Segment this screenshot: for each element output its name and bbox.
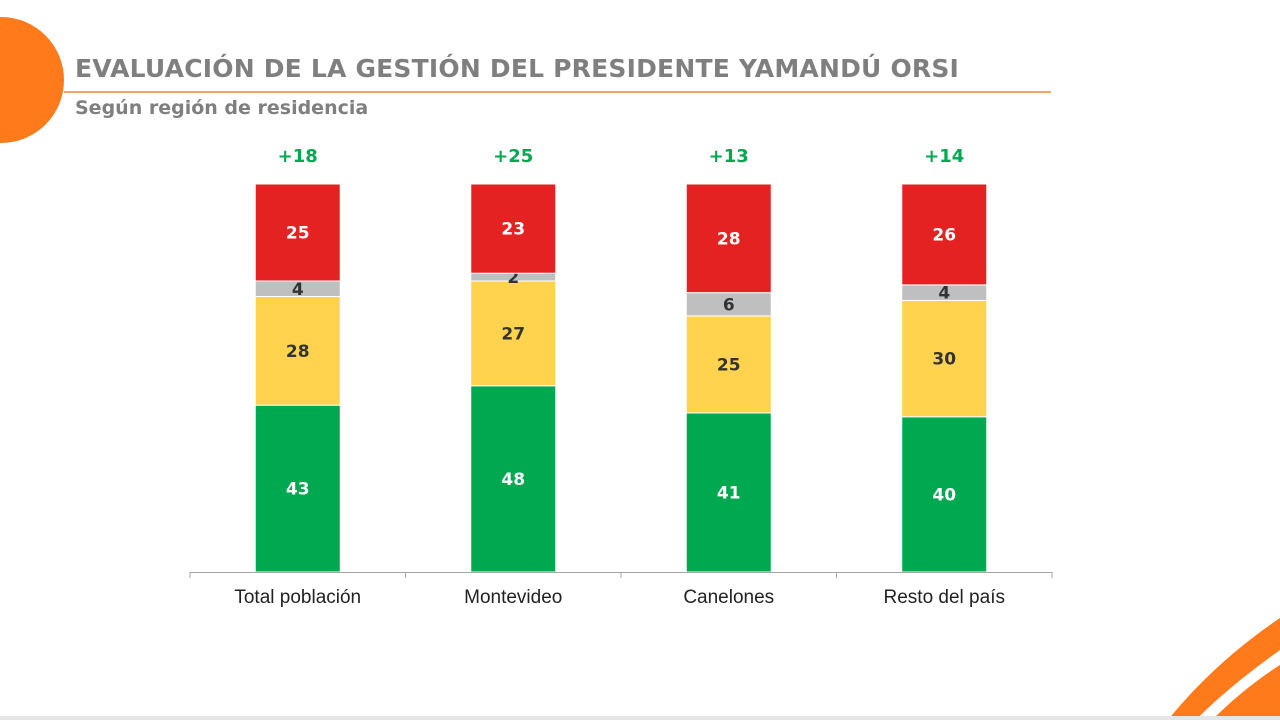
data-label: 48 — [501, 470, 525, 490]
bar-segment-0-3 — [901, 416, 988, 573]
orange-swoosh-outer — [1168, 618, 1280, 720]
footer-line — [0, 716, 1280, 720]
bar-segment-1-3 — [901, 299, 988, 418]
orange-swoosh-inner — [1212, 665, 1280, 720]
net-balance-label: +18 — [278, 146, 318, 167]
bar-segment-3-0 — [254, 183, 341, 282]
category-label: Canelones — [683, 587, 774, 608]
x-axis: Total población Montevideo Canelones Resto … — [189, 572, 1053, 608]
bar-segment-1-0 — [254, 296, 341, 406]
title-underline — [64, 91, 1051, 93]
bar-segment-0-0 — [254, 404, 341, 573]
data-label: 6 — [723, 295, 735, 315]
data-label: 27 — [501, 324, 525, 344]
bar-segment-1-1 — [470, 280, 557, 387]
bar-segment-0-1 — [470, 385, 557, 573]
net-balance-label: +25 — [493, 146, 533, 167]
data-label: 4 — [292, 280, 304, 300]
data-label: 25 — [717, 355, 741, 375]
data-label: 40 — [932, 485, 956, 505]
bars-layer: 43 28 4 25 +18 48 27 2 23 +25 41 25 6 28 +13 40 30 4 26 +14 — [254, 146, 988, 573]
data-label: 4 — [938, 284, 950, 304]
decorative-swoosh — [1168, 618, 1280, 720]
data-label: 28 — [717, 229, 741, 249]
net-balance-label: +14 — [924, 146, 964, 167]
data-label: 25 — [286, 224, 310, 244]
category-label: Resto del país — [884, 587, 1005, 608]
page-title: EVALUACIÓN DE LA GESTIÓN DEL PRESIDENTE … — [75, 54, 960, 83]
bar-segment-0-2 — [685, 412, 772, 573]
data-label: 41 — [717, 483, 741, 503]
bar-segment-3-2 — [685, 183, 772, 294]
data-label: 28 — [286, 342, 310, 362]
data-label: 43 — [286, 480, 310, 500]
data-label: 30 — [932, 350, 956, 370]
bar-segment-1-2 — [685, 315, 772, 414]
data-label: 26 — [932, 225, 956, 245]
bar-segment-3-1 — [470, 183, 557, 274]
category-label: Montevideo — [464, 587, 562, 608]
page-subtitle: Según región de residencia — [75, 97, 369, 119]
bar-segment-3-3 — [901, 183, 988, 286]
data-label: 2 — [507, 268, 519, 288]
data-label: 23 — [501, 220, 525, 240]
net-balance-label: +13 — [709, 146, 749, 167]
category-label: Total población — [234, 587, 361, 608]
